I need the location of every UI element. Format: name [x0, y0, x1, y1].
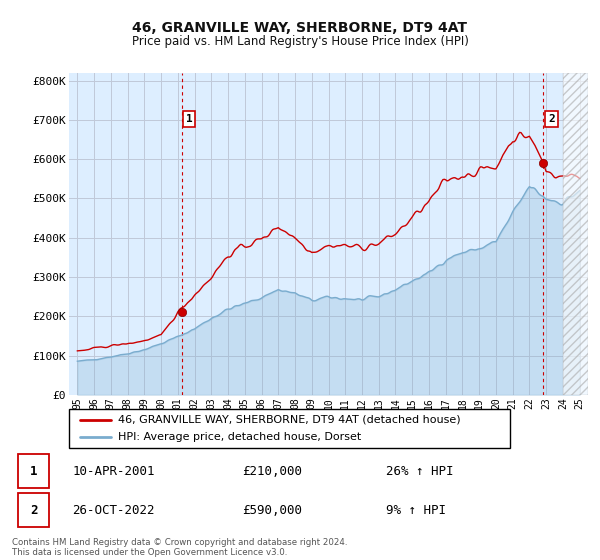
- Text: 1: 1: [185, 114, 193, 124]
- Text: £210,000: £210,000: [242, 465, 302, 478]
- Text: HPI: Average price, detached house, Dorset: HPI: Average price, detached house, Dors…: [118, 432, 361, 442]
- Text: Contains HM Land Registry data © Crown copyright and database right 2024.
This d: Contains HM Land Registry data © Crown c…: [12, 538, 347, 557]
- Text: 10-APR-2001: 10-APR-2001: [73, 465, 155, 478]
- Text: 26-OCT-2022: 26-OCT-2022: [73, 503, 155, 516]
- Text: 2: 2: [30, 503, 37, 516]
- Text: 46, GRANVILLE WAY, SHERBORNE, DT9 4AT: 46, GRANVILLE WAY, SHERBORNE, DT9 4AT: [133, 21, 467, 35]
- Text: 9% ↑ HPI: 9% ↑ HPI: [386, 503, 446, 516]
- Text: 1: 1: [30, 465, 37, 478]
- FancyBboxPatch shape: [18, 493, 49, 527]
- Text: 46, GRANVILLE WAY, SHERBORNE, DT9 4AT (detached house): 46, GRANVILLE WAY, SHERBORNE, DT9 4AT (d…: [118, 415, 460, 425]
- FancyBboxPatch shape: [18, 454, 49, 488]
- Text: Price paid vs. HM Land Registry's House Price Index (HPI): Price paid vs. HM Land Registry's House …: [131, 35, 469, 49]
- Text: 26% ↑ HPI: 26% ↑ HPI: [386, 465, 454, 478]
- FancyBboxPatch shape: [69, 409, 510, 448]
- Text: £590,000: £590,000: [242, 503, 302, 516]
- Text: 2: 2: [548, 114, 555, 124]
